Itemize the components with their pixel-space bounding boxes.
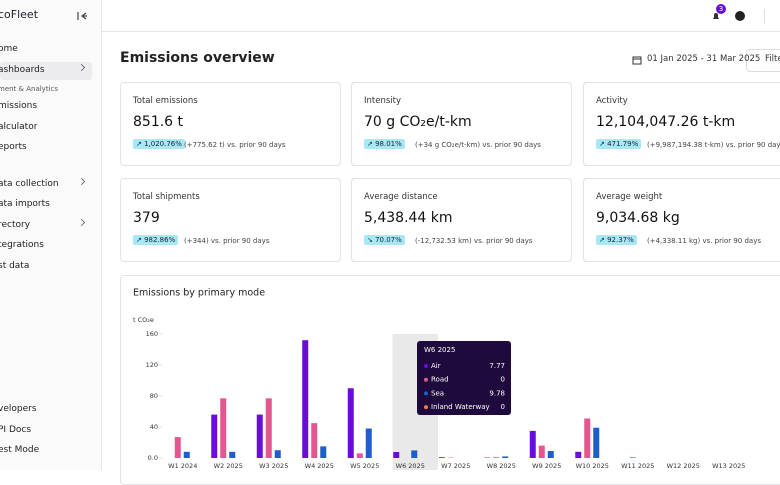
y-tick-label: 40 [150, 423, 158, 431]
bar [357, 453, 363, 458]
legend-label: Air [431, 362, 441, 370]
bar [366, 429, 372, 458]
legend-label: Road [431, 376, 449, 384]
x-tick-label: W5 2025 [350, 462, 379, 470]
bar [630, 457, 636, 458]
bar [184, 452, 190, 458]
x-tick-label: W7 2025 [441, 462, 470, 470]
x-tick-label: W4 2025 [305, 462, 334, 470]
chart-title: Emissions by primary mode [133, 288, 265, 299]
bar [211, 415, 217, 458]
bar [229, 452, 235, 458]
bar [220, 398, 226, 458]
bar [302, 340, 308, 458]
x-tick-label: W6 2025 [396, 462, 425, 470]
bar [493, 457, 499, 458]
x-tick-label: W10 2025 [576, 462, 609, 470]
tooltip-value: 7.77 [489, 362, 505, 370]
chart: Emissions by primary mode t CO₂e 0.0 40 80 12… [0, 0, 780, 470]
y-tick-label: 80 [150, 392, 158, 400]
y-axis-label: t CO₂e [133, 316, 154, 324]
legend-dot [424, 405, 428, 409]
bar [502, 456, 508, 458]
bar [411, 450, 417, 458]
tooltip-title: W6 2025 [424, 346, 455, 354]
legend-label: Inland Waterway [431, 403, 490, 411]
bar [266, 398, 272, 458]
y-tick-label: 120 [146, 361, 158, 369]
legend-dot [424, 391, 428, 395]
legend-dot [424, 378, 428, 382]
legend-label: Sea [431, 389, 444, 397]
bar [439, 457, 445, 458]
y-tick-label: 0.0 [148, 454, 158, 462]
x-tick-label: W8 2025 [487, 462, 516, 470]
bar [320, 446, 326, 458]
bar [584, 418, 590, 458]
bar [275, 450, 281, 458]
x-tick-label: W3 2025 [259, 462, 288, 470]
bar [539, 446, 545, 458]
y-tick-label: 160 [146, 330, 158, 338]
bar [348, 388, 354, 458]
bar [575, 452, 581, 458]
tooltip-value: 9.78 [489, 389, 505, 397]
x-tick-label: W9 2025 [532, 462, 561, 470]
tooltip-value: 0 [501, 376, 505, 384]
x-tick-label: W11 2025 [621, 462, 654, 470]
bar [257, 415, 263, 458]
x-tick-label: W2 2025 [214, 462, 243, 470]
legend-dot [424, 364, 428, 368]
bar [593, 428, 599, 458]
bar [311, 423, 317, 458]
x-tick-label: W13 2025 [712, 462, 745, 470]
bar [175, 437, 181, 458]
x-tick-label: W1 2024 [168, 462, 197, 470]
tooltip-value: 0 [501, 403, 505, 411]
bar [548, 451, 554, 458]
x-tick-label: W12 2025 [667, 462, 700, 470]
bar [393, 452, 399, 458]
bar [530, 431, 536, 458]
